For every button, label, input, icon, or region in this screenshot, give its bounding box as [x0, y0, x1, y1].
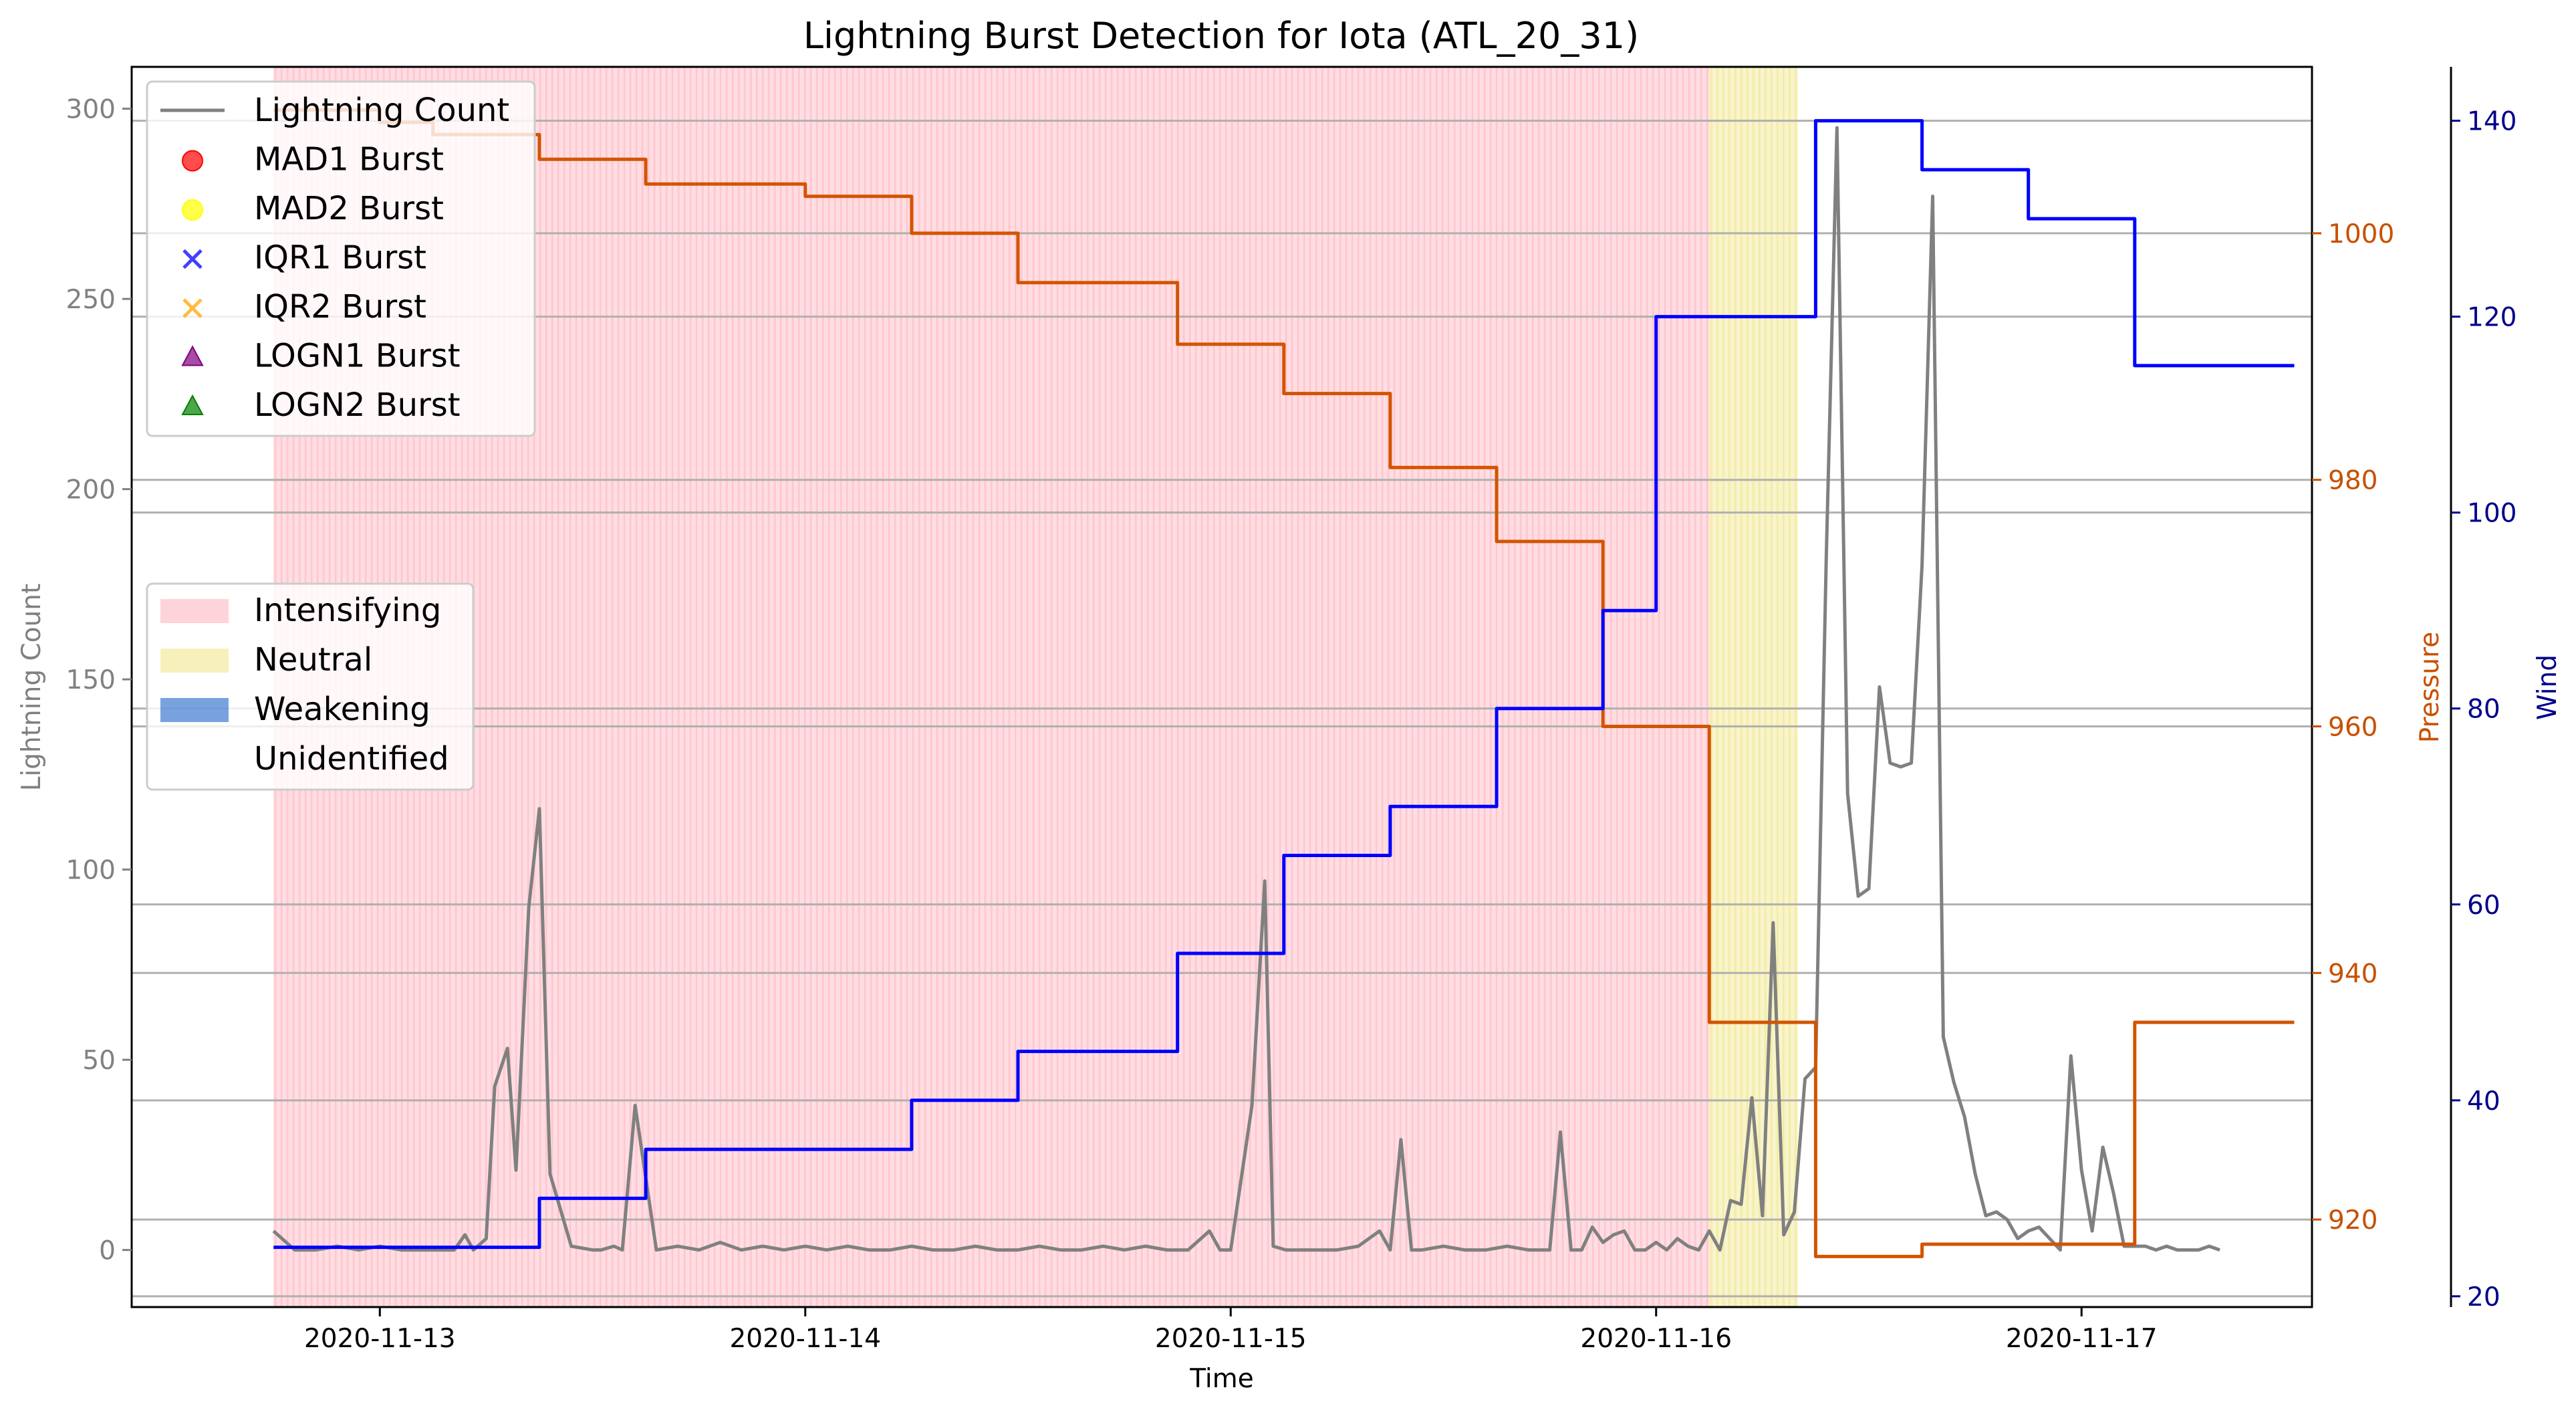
y-pressure-tick-label: 940 [2328, 959, 2377, 989]
legend-series-label: IQR1 Burst [254, 239, 426, 277]
series-wind [273, 119, 2295, 1250]
legend-series-label: Lightning Count [254, 92, 509, 129]
y-wind-tick-label: 40 [2467, 1086, 2500, 1117]
series-layer [272, 108, 2295, 1258]
legend-series-label: MAD1 Burst [254, 141, 444, 179]
legend-phase-label: Weakening [254, 691, 430, 728]
y-wind-tick-label: 60 [2467, 891, 2500, 921]
chart-title: Lightning Burst Detection for Iota (ATL_… [803, 15, 1639, 57]
legend-series-label: LOGN2 Burst [254, 386, 461, 424]
legend-phase-label: Intensifying [254, 592, 441, 629]
legend-phase-swatch [160, 698, 229, 722]
legend-series: Lightning Count MAD1 Burst MAD2 Burst IQR1 … [146, 80, 536, 437]
legend-phase-label: Unidentified [254, 740, 449, 778]
x-tick-label: 2020-11-15 [1155, 1324, 1307, 1354]
legend-marker-circle [182, 150, 203, 172]
x-axis-label: Time [1189, 1364, 1253, 1394]
legend-phases: Intensifying Neutral Weakening Unidentified [146, 582, 475, 791]
y-pressure-tick-label: 980 [2328, 466, 2377, 496]
legend-marker-triangle [181, 394, 204, 415]
y-left-tick-label: 300 [66, 95, 116, 125]
x-tick-label: 2020-11-14 [729, 1324, 881, 1354]
legend-phase-swatch [160, 747, 229, 772]
x-tick-label: 2020-11-17 [2006, 1324, 2158, 1354]
legend-marker-triangle [181, 345, 204, 366]
legend-phase-label: Neutral [254, 641, 372, 679]
legend-marker-circle [182, 199, 203, 221]
y-wind-tick-label: 80 [2467, 695, 2500, 725]
y-wind-tick-label: 120 [2467, 303, 2517, 333]
plot-frame [130, 66, 2313, 1308]
y-wind-tick-label: 140 [2467, 107, 2517, 137]
legend-series-label: IQR2 Burst [254, 288, 426, 326]
legend-phase-swatch [160, 649, 229, 673]
y-left-tick-label: 250 [66, 285, 116, 315]
legend-series-label: MAD2 Burst [254, 190, 444, 227]
y-axis-label-pressure: Pressure [2415, 632, 2445, 743]
legend-marker-x [182, 249, 203, 269]
x-tick-label: 2020-11-13 [304, 1324, 456, 1354]
x-tick-label: 2020-11-16 [1580, 1324, 1732, 1354]
y-pressure-tick-label: 960 [2328, 713, 2377, 743]
y-left-tick-label: 200 [66, 475, 116, 505]
y-left-tick-label: 150 [66, 665, 116, 695]
legend-marker-x [182, 298, 203, 318]
legend-series-box [146, 80, 536, 437]
legend-phases-box [146, 582, 475, 791]
y-axis-label-lightning: Lightning Count [17, 584, 47, 792]
y-axis-label-wind: Wind [2533, 655, 2563, 720]
series-pressure [273, 108, 2295, 1258]
legend-series-label: LOGN1 Burst [254, 338, 461, 375]
y-pressure-tick-label: 920 [2328, 1205, 2377, 1236]
y-left-tick-label: 0 [99, 1236, 116, 1266]
legend-phase-swatch [160, 599, 229, 623]
series-lightning-count [272, 126, 2220, 1252]
y-left-tick-label: 100 [66, 856, 116, 886]
y-left-tick-label: 50 [82, 1046, 116, 1076]
y-pressure-tick-label: 1000 [2328, 219, 2394, 249]
y-wind-tick-label: 20 [2467, 1282, 2500, 1312]
y-wind-tick-label: 100 [2467, 499, 2517, 529]
axis-layer: 2020-11-13 2020-11-14 2020-11-15 2020-11-16… [66, 67, 2517, 1354]
